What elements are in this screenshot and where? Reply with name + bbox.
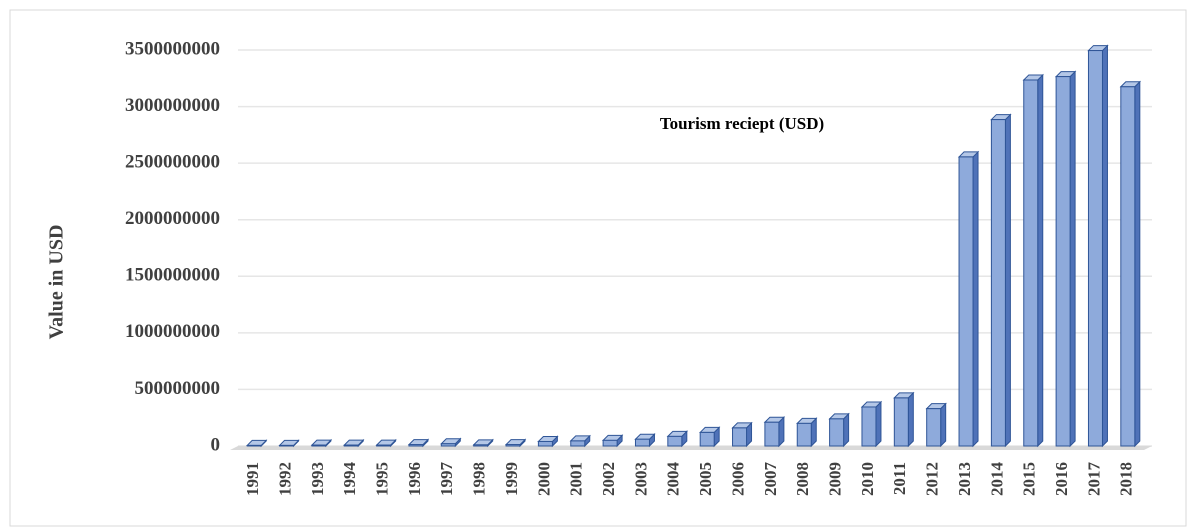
bar [861,406,877,447]
y-tick-label: 0 [211,434,221,455]
x-tick-label: 1992 [275,462,294,496]
bar [732,427,748,447]
x-tick-label: 2001 [567,462,586,496]
y-tick-label: 3000000000 [125,95,220,116]
bar-side [940,402,947,448]
y-tick-label: 500000000 [135,378,221,399]
x-tick-label: 1991 [243,462,262,496]
bar [667,435,683,447]
bar [926,408,942,447]
bar [279,444,295,447]
x-tick-label: 2014 [987,462,1006,497]
bar [1055,76,1071,447]
y-tick-label: 1500000000 [125,265,220,286]
x-tick-label: 1995 [373,462,392,496]
x-tick-label: 2018 [1117,462,1136,496]
x-tick-label: 2004 [664,462,683,497]
bar [893,397,909,447]
bar-side [972,150,979,448]
x-tick-label: 2016 [1052,462,1071,496]
x-tick-label: 2011 [890,462,909,495]
bar [473,444,489,447]
x-tick-label: 1998 [470,462,489,496]
bar [634,438,650,447]
bar [537,440,553,447]
bar [311,444,327,447]
bar-side [1101,44,1108,448]
x-tick-label: 2005 [696,462,715,496]
x-tick-label: 2012 [923,462,942,496]
x-tick-label: 2000 [534,462,553,496]
bar [440,443,456,447]
bar [829,418,845,447]
bar-side [875,400,882,448]
x-tick-label: 2009 [826,462,845,496]
chart-title: Tourism reciept (USD) [660,114,824,133]
x-tick-label: 1999 [502,462,521,496]
bar-side [1004,113,1011,448]
x-tick-label: 2010 [858,462,877,496]
bar [699,431,715,447]
x-tick-label: 2006 [728,462,747,496]
bar [343,444,359,447]
x-tick-label: 1996 [405,462,424,496]
bar [764,421,780,447]
x-tick-label: 2007 [761,462,780,497]
x-tick-label: 2017 [1084,462,1103,497]
chart-border [9,9,1187,527]
bar [1087,50,1103,447]
bar-side [1069,70,1076,448]
bar-side [1037,73,1044,448]
bar-side [1134,80,1141,448]
bar [1120,86,1136,447]
y-tick-label: 2000000000 [125,208,220,229]
bar [505,444,521,447]
x-tick-label: 2002 [599,462,618,496]
x-tick-label: 2003 [631,462,650,496]
bar [990,119,1006,447]
x-tick-label: 2013 [955,462,974,496]
y-tick-label: 2500000000 [125,152,220,173]
bar [570,440,586,447]
x-tick-label: 1994 [340,462,359,497]
bar [1023,79,1039,447]
bar [246,444,262,447]
floor [230,446,1152,450]
bar [376,444,392,447]
y-tick-label: 3500000000 [125,38,220,59]
bar-side [907,391,914,448]
x-tick-label: 2008 [793,462,812,496]
y-axis-label: Value in USD [46,225,68,340]
bar [958,156,974,447]
bar [602,439,618,447]
y-tick-label: 1000000000 [125,321,220,342]
x-tick-label: 2015 [1020,462,1039,496]
x-tick-label: 1993 [308,462,327,496]
bar [408,444,424,447]
x-tick-label: 1997 [437,462,456,497]
bar [796,422,812,447]
